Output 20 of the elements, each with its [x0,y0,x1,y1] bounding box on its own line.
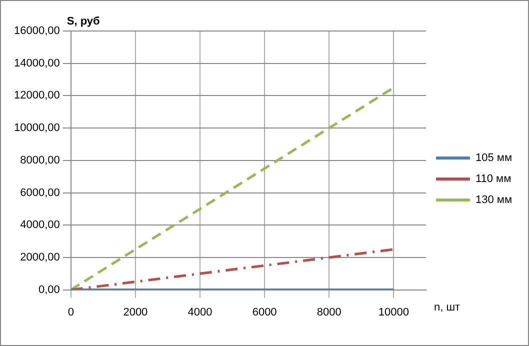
y-tick-label: 6000,00 [20,186,60,199]
y-axis-title: S, руб [66,16,100,28]
legend-label: 130 мм [475,194,512,206]
y-tick-label: 16000,00 [14,25,60,38]
y-tick-label: 0,00 [38,284,60,296]
y-tick-label: 14000,00 [14,57,60,70]
y-tick-label: 10000,00 [14,122,60,134]
y-tick-label: 8000,00 [20,154,60,166]
y-tick-label: 4000,00 [20,219,60,232]
x-tick-label: 4000 [188,306,212,318]
y-tick-label: 12000,00 [14,90,60,102]
x-tick-label: 6000 [252,306,277,318]
legend-label: 105 мм [475,152,512,164]
x-axis-title: n, шт [434,301,460,314]
x-tick-label: 2000 [123,306,148,318]
x-tick-label: 8000 [316,306,342,318]
x-tick-label: 0 [68,306,74,318]
x-tick-label: 10000 [378,306,409,318]
y-tick-label: 2000,00 [20,251,60,264]
legend-label: 110 мм [475,173,512,186]
